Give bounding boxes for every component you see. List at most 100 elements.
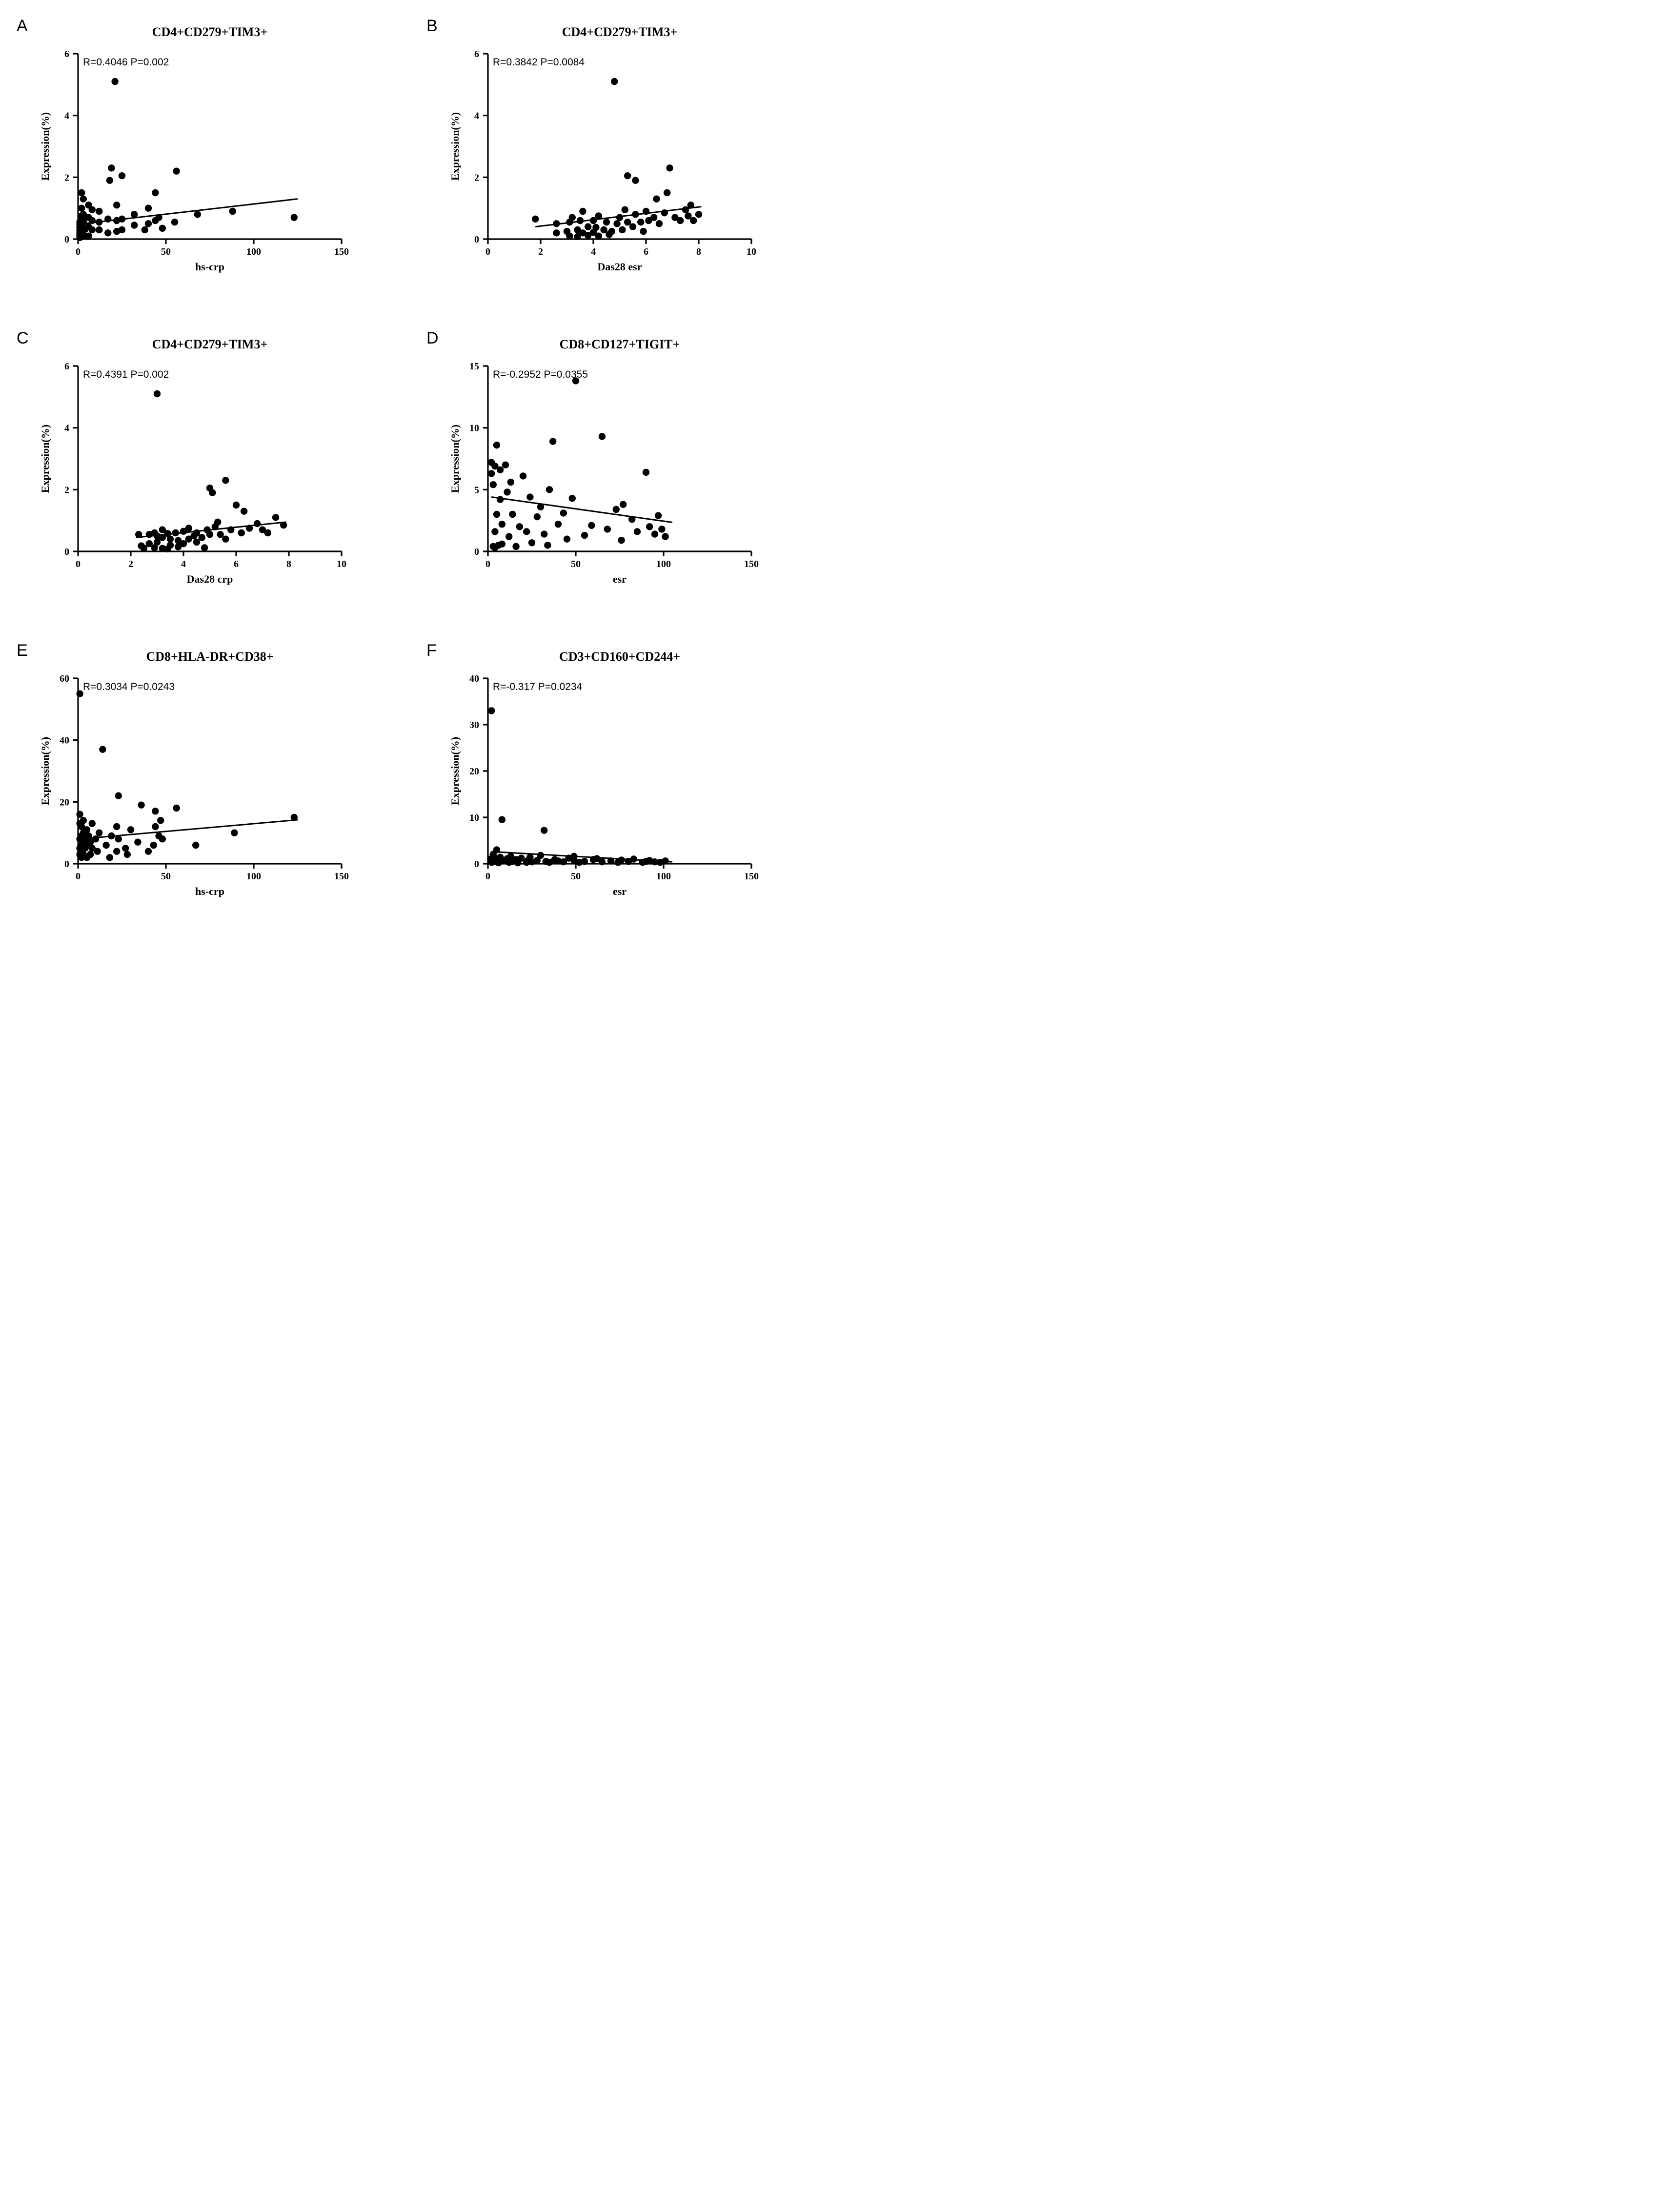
data-point	[619, 226, 626, 233]
y-tick-label: 40	[469, 673, 479, 684]
data-point	[608, 228, 615, 235]
data-point	[685, 212, 691, 219]
data-point	[104, 229, 111, 236]
chart-title: CD4+CD279+TIM3+	[152, 337, 268, 351]
data-point	[569, 214, 576, 221]
data-point	[553, 229, 560, 236]
data-point	[108, 164, 115, 171]
y-tick-label: 6	[64, 49, 69, 60]
x-tick-label: 0	[485, 871, 490, 882]
data-point	[534, 513, 541, 520]
data-point	[246, 525, 253, 531]
data-point	[624, 172, 631, 179]
data-point	[113, 848, 120, 854]
y-tick-label: 6	[64, 361, 69, 372]
data-point	[509, 511, 516, 518]
data-point	[695, 211, 702, 218]
data-point	[637, 219, 644, 225]
x-axis-label: Das28 esr	[597, 261, 642, 273]
data-point	[92, 835, 99, 842]
data-point	[624, 219, 631, 225]
data-point	[553, 220, 560, 227]
data-point	[581, 532, 588, 539]
data-point	[272, 514, 279, 521]
data-point	[111, 78, 118, 85]
data-point	[214, 519, 221, 526]
data-point	[193, 529, 200, 536]
data-point	[590, 217, 597, 224]
stats-annotation: R=0.3034 P=0.0243	[83, 681, 175, 692]
data-point	[135, 531, 142, 538]
data-point	[650, 214, 657, 221]
data-point	[607, 857, 614, 864]
panel-letter: C	[17, 329, 29, 348]
data-point	[131, 211, 138, 218]
data-point	[544, 542, 551, 548]
data-point	[119, 172, 125, 179]
data-point	[115, 792, 122, 799]
data-point	[89, 217, 96, 224]
data-point	[493, 511, 500, 518]
data-point	[523, 528, 530, 535]
data-point	[566, 232, 573, 239]
data-point	[138, 801, 144, 808]
data-point	[141, 545, 147, 551]
data-point	[499, 816, 505, 823]
y-tick-label: 20	[469, 766, 479, 777]
data-point	[618, 537, 625, 544]
x-axis-label: hs-crp	[195, 885, 224, 897]
data-point	[280, 522, 287, 528]
data-point	[254, 520, 261, 527]
data-point	[96, 226, 102, 233]
data-point	[155, 214, 162, 221]
y-axis-label: Expression(%)	[449, 425, 461, 493]
data-point	[613, 220, 620, 227]
data-point	[199, 534, 205, 541]
data-point	[222, 535, 229, 542]
data-point	[493, 846, 500, 853]
data-point	[80, 817, 87, 824]
data-point	[85, 832, 92, 839]
x-tick-label: 8	[696, 246, 701, 257]
data-point	[238, 529, 245, 536]
data-point	[78, 204, 85, 211]
data-point	[159, 835, 166, 842]
data-point	[632, 211, 639, 218]
data-point	[520, 472, 526, 479]
data-point	[89, 820, 96, 827]
data-point	[603, 219, 610, 225]
data-point	[682, 206, 689, 213]
data-point	[662, 533, 668, 540]
x-tick-label: 100	[246, 246, 261, 257]
scatter-plot: CD4+CD279+TIM3+02468100246Das28 crpExpre…	[20, 332, 390, 605]
x-tick-label: 150	[744, 559, 759, 569]
panel-letter: D	[426, 329, 439, 348]
data-point	[537, 504, 544, 510]
data-point	[528, 539, 535, 546]
data-point	[291, 814, 298, 821]
data-point	[499, 541, 505, 548]
data-point	[532, 216, 539, 223]
data-point	[134, 838, 141, 845]
data-point	[497, 467, 504, 473]
data-point	[222, 477, 229, 484]
data-point	[505, 533, 512, 540]
data-point	[599, 858, 606, 865]
axes	[488, 678, 751, 864]
x-tick-label: 2	[538, 246, 543, 257]
chart-title: CD8+HLA-DR+CD38+	[146, 649, 273, 664]
x-tick-label: 4	[591, 246, 596, 257]
data-point	[152, 808, 159, 814]
x-tick-label: 100	[246, 871, 261, 882]
x-tick-label: 10	[337, 559, 346, 569]
data-point	[651, 530, 658, 537]
data-point	[122, 845, 129, 852]
chart-title: CD3+CD160+CD244+	[559, 649, 680, 664]
data-point	[154, 390, 161, 397]
data-point	[490, 481, 497, 488]
y-axis-label: Expression(%)	[39, 737, 51, 805]
x-tick-label: 6	[234, 559, 239, 569]
y-axis-label: Expression(%)	[449, 112, 461, 181]
data-point	[264, 529, 271, 536]
data-point	[227, 526, 234, 533]
